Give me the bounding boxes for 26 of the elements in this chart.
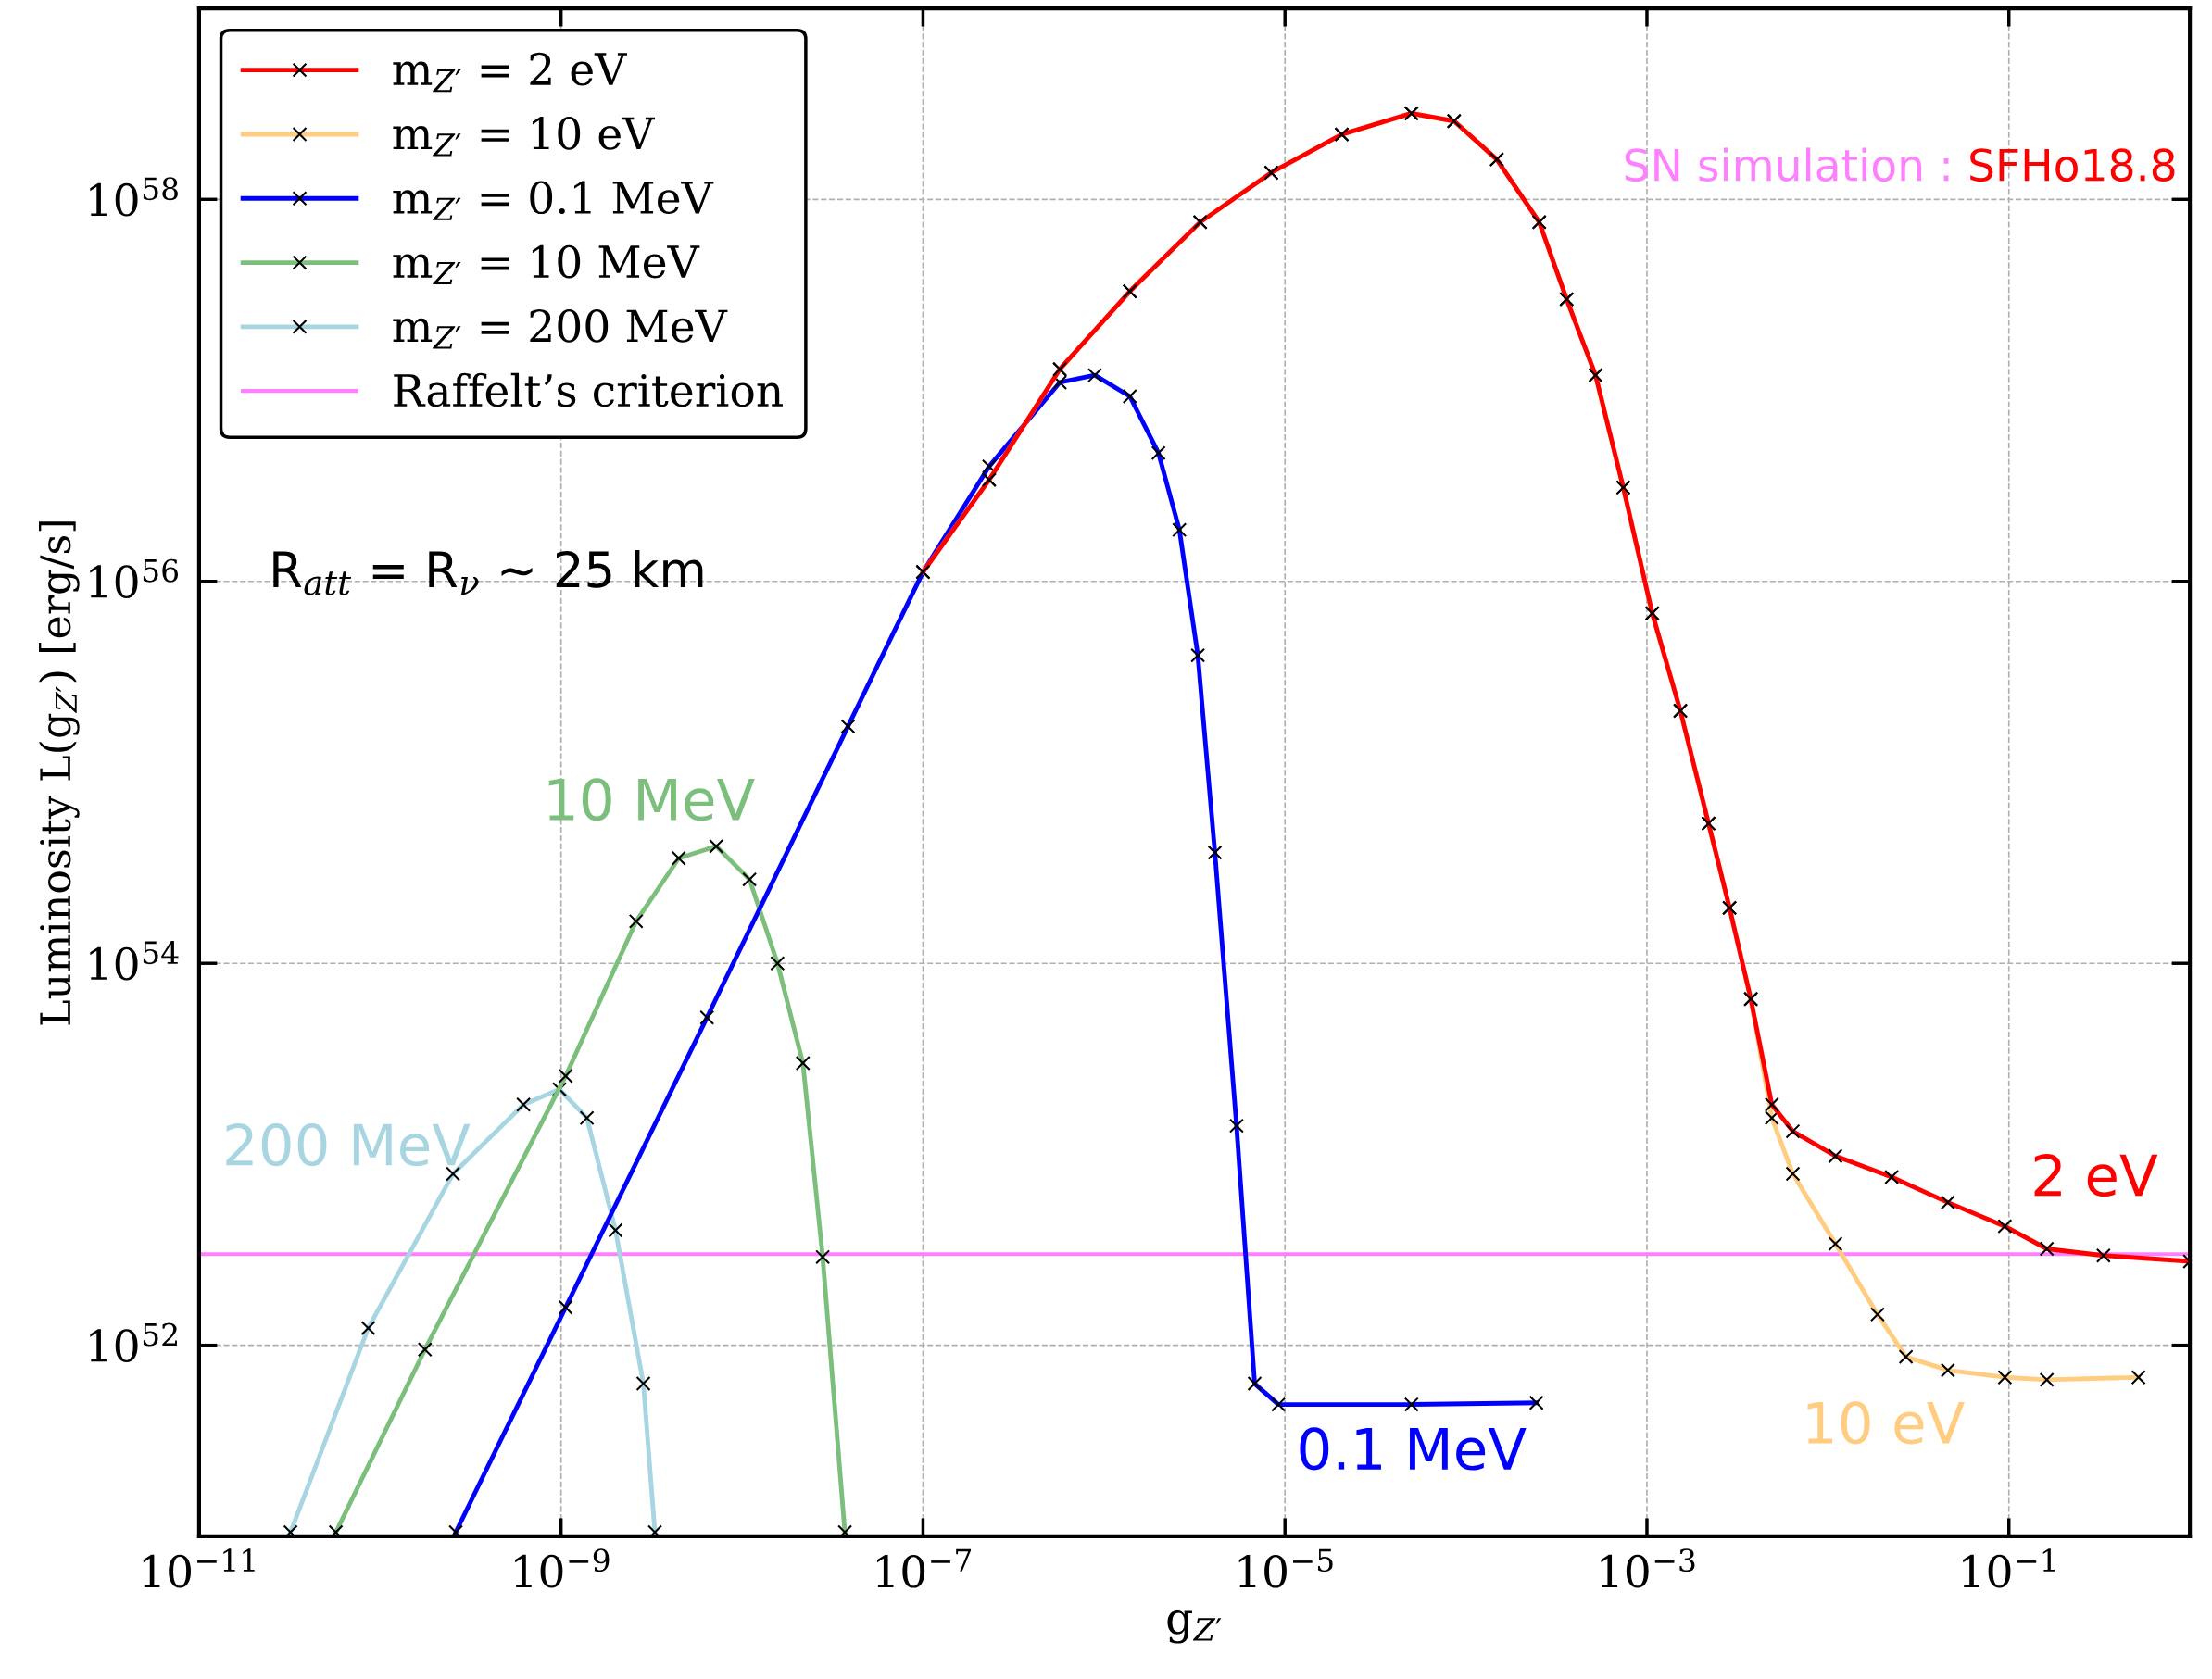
legend-label: m$_{Z′}$ = 10 eV bbox=[393, 117, 656, 157]
legend-label: m$_{Z′}$ = 200 MeV bbox=[393, 309, 728, 349]
x-tick-label: 10$^{−1}$ bbox=[1963, 1548, 2055, 1588]
annotation: 10 eV bbox=[1807, 1401, 1965, 1445]
y-tick-label: 10$^{56}$ bbox=[90, 558, 179, 599]
legend-label: m$_{Z′}$ = 2 eV bbox=[393, 52, 627, 93]
x-tick-label: 10$^{−9}$ bbox=[515, 1548, 610, 1588]
annotation: SN simulation : bbox=[1625, 147, 1949, 182]
x-tick-label: 10$^{−11}$ bbox=[143, 1548, 255, 1588]
y-tick-label: 10$^{52}$ bbox=[90, 1322, 177, 1362]
annotation: R$_{att}$ = R$_{ν}$ ~ 25 km bbox=[273, 549, 703, 595]
x-axis-title: g$_{Z′}$ bbox=[1167, 1610, 1222, 1644]
annotation: SFHo18.8 bbox=[1970, 148, 2175, 182]
annotation: 2 eV bbox=[2034, 1153, 2158, 1197]
legend-label: m$_{Z′}$ = 10 MeV bbox=[393, 244, 700, 285]
annotation: 0.1 MeV bbox=[1300, 1427, 1527, 1471]
y-axis-title: Luminosity L(g$_{Z′}$) [erg/s] bbox=[39, 521, 80, 1025]
x-tick-label: 10$^{−3}$ bbox=[1601, 1548, 1695, 1588]
x-tick-label: 10$^{−7}$ bbox=[876, 1548, 972, 1588]
y-tick-label: 10$^{58}$ bbox=[90, 177, 178, 217]
y-tick-label: 10$^{54}$ bbox=[90, 941, 179, 981]
annotation: 10 MeV bbox=[548, 778, 755, 821]
x-tick-label: 10$^{−5}$ bbox=[1238, 1548, 1333, 1588]
annotation: 200 MeV bbox=[226, 1122, 471, 1167]
legend-label: Raffelt’s criterion bbox=[394, 372, 783, 407]
legend-label: m$_{Z′}$ = 0.1 MeV bbox=[393, 181, 714, 220]
